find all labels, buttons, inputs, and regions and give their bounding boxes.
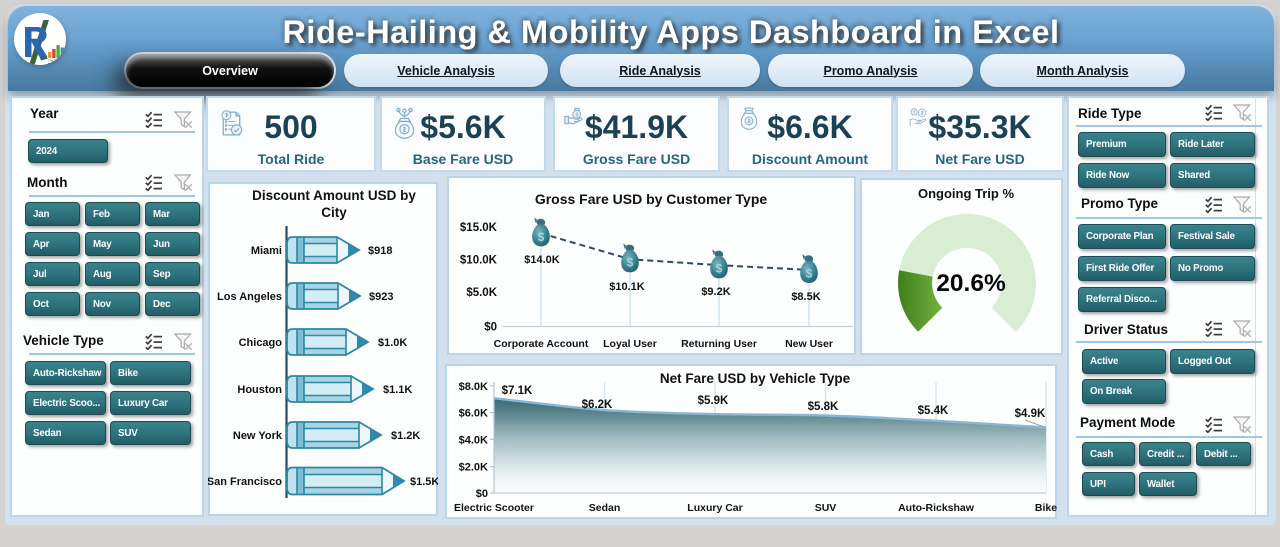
- svg-text:Gross Fare USD by Customer Typ: Gross Fare USD by Customer Type: [535, 191, 768, 207]
- svg-text:$1.0K: $1.0K: [378, 337, 407, 349]
- svg-text:Los Angeles: Los Angeles: [217, 291, 282, 303]
- svg-text:Houston: Houston: [237, 384, 282, 396]
- svg-text:$6.0K: $6.0K: [459, 408, 488, 420]
- svg-text:Miami: Miami: [251, 245, 282, 257]
- svg-text:$0: $0: [476, 488, 488, 500]
- svg-text:Auto-Rickshaw: Auto-Rickshaw: [898, 502, 975, 514]
- svg-text:$9.2K: $9.2K: [701, 286, 730, 298]
- svg-text:Sedan: Sedan: [589, 502, 621, 514]
- svg-text:$5.9K: $5.9K: [698, 395, 729, 407]
- svg-text:City: City: [321, 205, 347, 220]
- svg-text:$8.5K: $8.5K: [791, 291, 820, 303]
- svg-text:Bike: Bike: [1035, 502, 1057, 514]
- svg-text:Net Fare USD by Vehicle Type: Net Fare USD by Vehicle Type: [660, 371, 851, 386]
- svg-text:$1.1K: $1.1K: [383, 384, 412, 396]
- svg-text:$5.0K: $5.0K: [466, 287, 497, 299]
- svg-text:New User: New User: [785, 338, 833, 350]
- svg-text:$4.9K: $4.9K: [1015, 408, 1046, 420]
- svg-text:Electric Scooter: Electric Scooter: [454, 502, 534, 514]
- svg-text:$1.5K: $1.5K: [410, 476, 438, 488]
- svg-text:SUV: SUV: [815, 502, 837, 514]
- svg-text:$15.0K: $15.0K: [460, 222, 498, 234]
- svg-text:$1.2K: $1.2K: [391, 430, 420, 442]
- svg-text:New York: New York: [233, 430, 283, 442]
- svg-text:$5.8K: $5.8K: [808, 401, 839, 413]
- svg-text:Corporate Account: Corporate Account: [494, 338, 589, 350]
- svg-text:$14.0K: $14.0K: [524, 254, 560, 266]
- svg-text:$918: $918: [368, 245, 392, 257]
- svg-text:Chicago: Chicago: [239, 337, 283, 349]
- svg-text:Loyal User: Loyal User: [603, 338, 657, 350]
- svg-text:$923: $923: [369, 291, 393, 303]
- svg-text:$4.0K: $4.0K: [459, 434, 488, 446]
- svg-text:$2.0K: $2.0K: [459, 462, 488, 474]
- svg-text:$0: $0: [484, 322, 497, 334]
- svg-text:Luxury Car: Luxury Car: [687, 502, 742, 514]
- svg-text:$10.1K: $10.1K: [609, 281, 645, 293]
- svg-text:20.6%: 20.6%: [936, 270, 1006, 297]
- svg-text:$5.4K: $5.4K: [918, 405, 949, 417]
- svg-text:$: $: [575, 112, 579, 118]
- svg-text:$6.2K: $6.2K: [582, 399, 613, 411]
- svg-text:Returning User: Returning User: [681, 338, 757, 350]
- svg-text:Discount Amount USD by: Discount Amount USD by: [252, 188, 416, 203]
- svg-text:$7.1K: $7.1K: [502, 385, 533, 397]
- svg-text:$8.0K: $8.0K: [459, 381, 488, 393]
- svg-text:$10.0K: $10.0K: [460, 255, 498, 267]
- svg-text:Ongoing Trip %: Ongoing Trip %: [918, 186, 1014, 201]
- svg-text:San Francisco: San Francisco: [208, 476, 282, 488]
